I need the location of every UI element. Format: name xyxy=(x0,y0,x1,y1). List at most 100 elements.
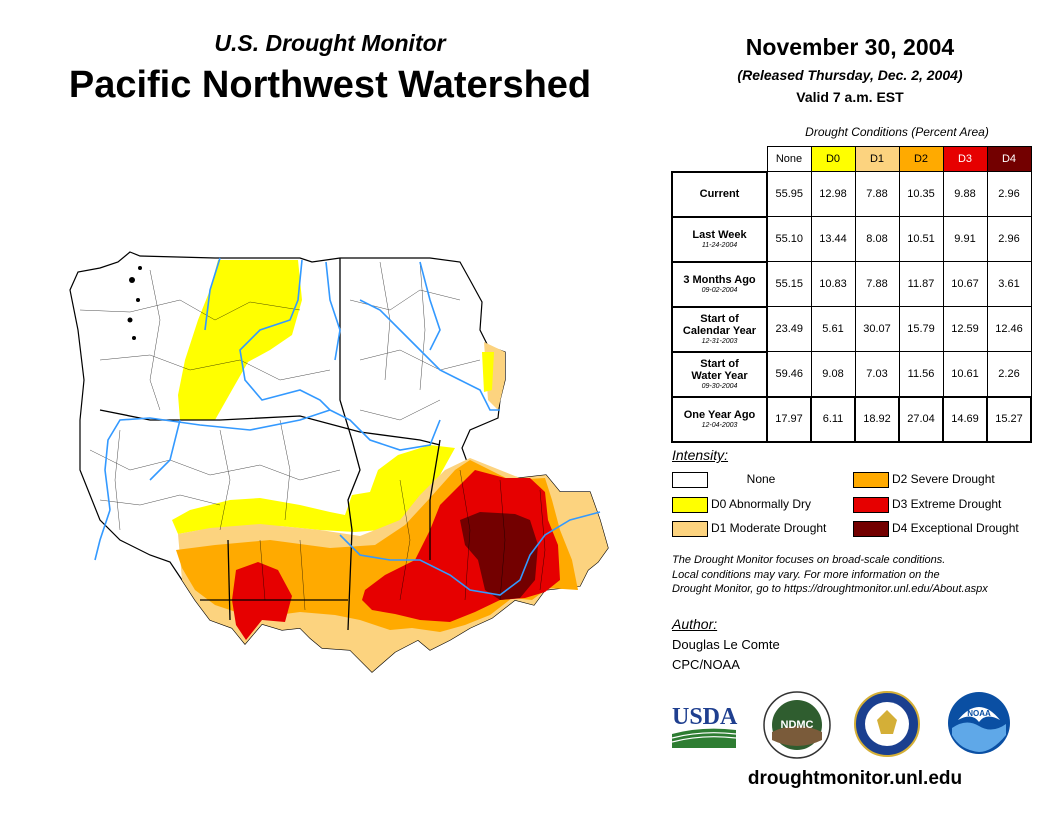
ndmc-logo-text: NDMC xyxy=(781,719,814,731)
table-cell: 2.96 xyxy=(986,216,1032,262)
table-cell: 2.26 xyxy=(986,351,1032,397)
puget-sound xyxy=(127,266,142,340)
note-line-2: Local conditions may vary. For more info… xyxy=(672,568,940,581)
map-subtitle: U.S. Drought Monitor xyxy=(214,30,446,56)
row-label-text: 3 Months Ago xyxy=(683,273,756,286)
table-cell: 9.08 xyxy=(810,351,856,397)
usda-logo: USDA xyxy=(672,704,738,748)
row-label-text: Start of xyxy=(700,312,739,325)
legend-label: None xyxy=(746,472,776,486)
d0-region-east xyxy=(482,352,494,392)
table-cell: 14.69 xyxy=(942,395,988,443)
legend-swatch xyxy=(672,472,708,488)
col-header-d0: D0 xyxy=(810,146,856,172)
table-cell: 9.91 xyxy=(942,216,988,262)
row-label-text: Current xyxy=(699,188,740,200)
drought-map xyxy=(69,251,609,673)
table-cell: 12.59 xyxy=(942,306,988,352)
table-cell: 3.61 xyxy=(986,261,1032,307)
table-row: Last Week 11-24-2004 55.10 13.44 8.08 10.51 9.… xyxy=(671,215,1032,263)
doc-seal-logo xyxy=(854,691,920,757)
valid-time: Valid 7 a.m. EST xyxy=(796,89,904,105)
row-label: Current xyxy=(671,170,768,218)
table-cell: 23.49 xyxy=(766,306,812,352)
table-caption: Drought Conditions (Percent Area) xyxy=(805,125,989,139)
table-cell: 55.95 xyxy=(766,171,812,217)
table-row: Start of Calendar Year 12-31-2003 23.49 5.61… xyxy=(671,305,1032,353)
legend-title: Intensity: xyxy=(672,447,729,463)
rivers xyxy=(94,257,601,596)
col-header-d3: D3 xyxy=(942,146,988,172)
noaa-logo-text: NOAA xyxy=(967,709,991,718)
row-label-text-2: Calendar Year xyxy=(682,324,757,337)
table-cell: 30.07 xyxy=(854,306,900,352)
table-row: 3 Months Ago 09-02-2004 55.15 10.83 7.88 11.8… xyxy=(671,260,1032,308)
table-cell: 55.10 xyxy=(766,216,812,262)
map-date: November 30, 2004 xyxy=(745,34,955,60)
row-date: 12-31-2003 xyxy=(701,337,738,345)
row-date: 11-24-2004 xyxy=(701,241,738,249)
row-date: 09-02-2004 xyxy=(701,286,738,294)
legend-label: D1 Moderate Drought xyxy=(711,521,827,535)
author-org: CPC/NOAA xyxy=(672,657,740,672)
row-label: 3 Months Ago 09-02-2004 xyxy=(671,260,768,308)
col-header-d4: D4 xyxy=(986,146,1032,172)
author-name: Douglas Le Comte xyxy=(672,637,780,652)
row-label: Start of Water Year 09-30-2004 xyxy=(671,350,768,398)
table-cell: 6.11 xyxy=(810,395,856,443)
table-cell: 10.83 xyxy=(810,261,856,307)
row-label: One Year Ago 12-04-2003 xyxy=(671,395,768,443)
row-label-text: Last Week xyxy=(692,228,747,241)
table-cell: 59.46 xyxy=(766,351,812,397)
row-label-text: One Year Ago xyxy=(683,408,756,421)
website-link[interactable]: droughtmonitor.unl.edu xyxy=(747,768,963,789)
row-label-text-2: Water Year xyxy=(691,369,748,382)
table-cell: 10.61 xyxy=(942,351,988,397)
usda-logo-text: USDA xyxy=(672,704,738,730)
legend-swatch xyxy=(672,521,708,537)
col-header-d1: D1 xyxy=(854,146,900,172)
col-header-d2: D2 xyxy=(898,146,944,172)
table-cell: 11.56 xyxy=(898,351,944,397)
drought-conditions-table: None D0 D1 D2 D3 D4 Current 55.95 12.98 7.8… xyxy=(671,146,1032,443)
ndmc-logo: NDMC xyxy=(763,691,831,759)
table-cell: 10.35 xyxy=(898,171,944,217)
table-cell: 10.67 xyxy=(942,261,988,307)
row-label-text: Start of xyxy=(700,357,739,370)
state-boundaries xyxy=(99,258,441,631)
release-date: (Released Thursday, Dec. 2, 2004) xyxy=(737,67,963,83)
table-row: Start of Water Year 09-30-2004 59.46 9.08 7.0… xyxy=(671,350,1032,398)
table-cell: 55.15 xyxy=(766,261,812,307)
legend-swatch xyxy=(853,472,889,488)
d3-region-west xyxy=(232,562,292,640)
legend-swatch xyxy=(672,497,708,513)
disclaimer-note: The Drought Monitor focuses on broad-sca… xyxy=(672,553,1032,597)
table-cell: 9.88 xyxy=(942,171,988,217)
row-date: 12-04-2003 xyxy=(701,421,738,429)
legend-label: D4 Exceptional Drought xyxy=(892,521,1019,535)
legend-label: D0 Abnormally Dry xyxy=(711,497,812,511)
d4-region xyxy=(460,512,538,600)
note-line-1: The Drought Monitor focuses on broad-sca… xyxy=(672,554,946,566)
table-row: One Year Ago 12-04-2003 17.97 6.11 18.92 27.0… xyxy=(671,395,1032,443)
table-cell: 12.98 xyxy=(810,171,856,217)
table-cell: 12.46 xyxy=(986,306,1032,352)
legend-swatch xyxy=(853,521,889,537)
row-label: Start of Calendar Year 12-31-2003 xyxy=(671,305,768,353)
table-cell: 11.87 xyxy=(898,261,944,307)
note-line-3: Drought Monitor, go to https://droughtmo… xyxy=(672,583,988,595)
table-header-row: None D0 D1 D2 D3 D4 xyxy=(672,146,1032,172)
legend-label: D3 Extreme Drought xyxy=(892,497,1002,511)
row-date: 09-30-2004 xyxy=(701,382,738,390)
legend-label: D2 Severe Drought xyxy=(892,472,995,486)
table-cell: 5.61 xyxy=(810,306,856,352)
author-label: Author: xyxy=(672,616,718,632)
table-cell: 13.44 xyxy=(810,216,856,262)
d0-region-south xyxy=(172,445,455,534)
table-cell: 27.04 xyxy=(898,395,944,443)
table-cell: 15.27 xyxy=(986,395,1032,443)
table-cell: 7.88 xyxy=(854,261,900,307)
table-cell: 8.08 xyxy=(854,216,900,262)
legend-swatch xyxy=(853,497,889,513)
col-header-none: None xyxy=(766,146,812,172)
